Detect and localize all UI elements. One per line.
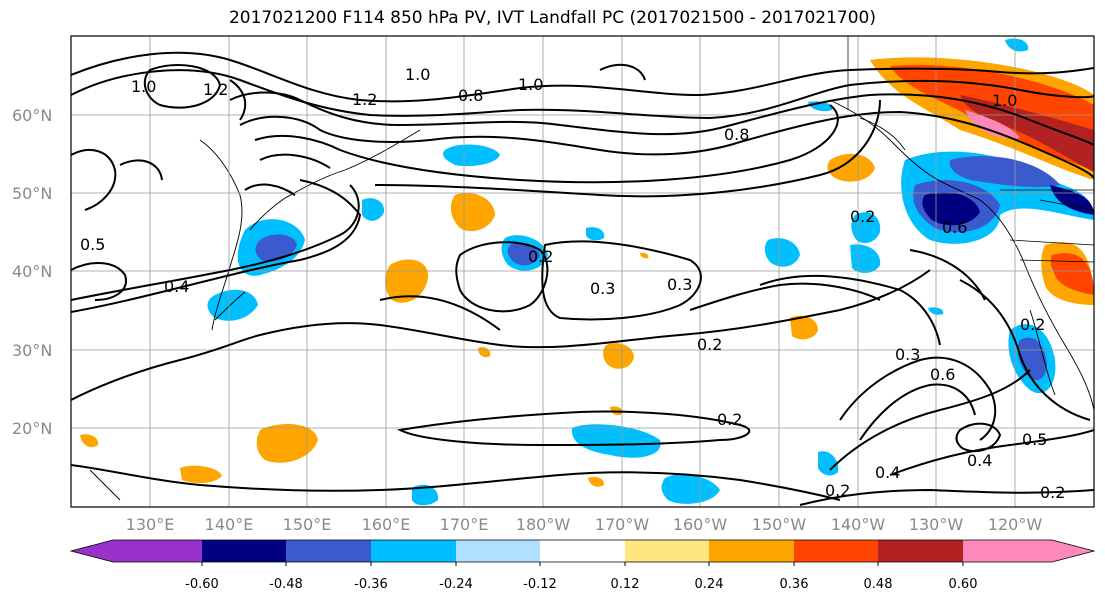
lon-label: 150°E <box>283 515 332 534</box>
borders <box>847 36 1094 263</box>
lon-label: 130°E <box>126 515 175 534</box>
contour-label: 0.2 <box>528 247 553 266</box>
colorbar-segment <box>202 540 286 562</box>
colorbar-outline <box>69 539 1096 563</box>
contour-label: 0.2 <box>697 335 722 354</box>
lat-label: 40°N <box>12 262 52 281</box>
contour-label: 0.2 <box>850 207 875 226</box>
colorbar <box>69 539 1096 566</box>
contour-label: 1.0 <box>992 91 1017 110</box>
contour-label: 0.3 <box>590 279 615 298</box>
chart-title: 2017021200 F114 850 hPa PV, IVT Landfall… <box>228 8 876 28</box>
lon-label: 170°W <box>595 515 650 534</box>
colorbar-segment <box>456 540 540 562</box>
lon-label: 130°W <box>909 515 964 534</box>
colorbar-tick-label: -0.24 <box>439 577 473 592</box>
ivt-contours <box>71 51 1094 506</box>
lon-label: 170°E <box>440 515 489 534</box>
contour-label: 0.2 <box>825 481 850 500</box>
colorbar-tick-label: 0.12 <box>611 577 640 592</box>
longitude-labels: 130°E 140°E 150°E 160°E 170°E 180°W 170°… <box>126 515 1043 534</box>
colorbar-segment <box>371 540 456 562</box>
colorbar-tick-label: 0.24 <box>695 577 724 592</box>
colorbar-segment <box>963 540 1094 562</box>
contour-label: 0.5 <box>80 235 105 254</box>
colorbar-segment <box>709 540 794 562</box>
contour-label: 1.2 <box>203 80 228 99</box>
contour-labels: 1.0 1.2 1.0 1.2 0.8 1.0 0.8 1.0 0.5 0.4 … <box>80 65 1065 502</box>
contour-label: 0.8 <box>458 86 483 105</box>
colorbar-segment <box>286 540 371 562</box>
lon-label: 180°W <box>516 515 571 534</box>
map-frame <box>70 35 1095 508</box>
colorbar-tick-label: 0.48 <box>864 577 893 592</box>
contour-label: 0.2 <box>1040 483 1065 502</box>
lon-label: 150°W <box>752 515 807 534</box>
lat-label: 60°N <box>12 106 52 125</box>
lat-label: 30°N <box>12 341 52 360</box>
colorbar-segment <box>71 540 202 562</box>
contour-label: 0.6 <box>930 365 955 384</box>
lon-label: 120°W <box>988 515 1043 534</box>
colorbar-tick-label: -0.12 <box>523 577 557 592</box>
coastlines <box>89 99 1094 501</box>
contour-label: 0.5 <box>1022 430 1047 449</box>
lon-label: 160°E <box>362 515 411 534</box>
colorbar-tick-label: -0.36 <box>354 577 388 592</box>
map-panel: 1.0 1.2 1.0 1.2 0.8 1.0 0.8 1.0 0.5 0.4 … <box>71 36 1094 507</box>
contour-label: 1.0 <box>518 75 543 94</box>
colorbar-tick-label: -0.60 <box>185 577 219 592</box>
contour-label: 0.2 <box>1020 315 1045 334</box>
colorbar-segment <box>794 540 878 562</box>
contour-label: 0.2 <box>717 410 742 429</box>
lat-label: 20°N <box>12 419 52 438</box>
contour-label: 0.4 <box>875 463 900 482</box>
contour-label: 0.3 <box>667 275 692 294</box>
colorbar-segment <box>878 540 963 562</box>
contour-label: 0.3 <box>895 345 920 364</box>
lon-label: 140°W <box>831 515 886 534</box>
lon-label: 160°W <box>673 515 728 534</box>
contour-label: 0.4 <box>164 277 189 296</box>
latitude-labels: 60°N 50°N 40°N 30°N 20°N <box>12 106 52 438</box>
contour-label: 0.4 <box>967 451 992 470</box>
contour-label: 0.6 <box>942 218 967 237</box>
lon-label: 140°E <box>205 515 254 534</box>
contour-label: 1.0 <box>131 77 156 96</box>
colorbar-tick-labels: -0.60 -0.48 -0.36 -0.24 -0.12 0.12 0.24 … <box>185 577 977 592</box>
contour-label: 1.0 <box>405 65 430 84</box>
lat-label: 50°N <box>12 184 52 203</box>
colorbar-tick-label: -0.48 <box>269 577 303 592</box>
colorbar-segment <box>540 540 625 562</box>
colorbar-tick-label: 0.60 <box>949 577 978 592</box>
contour-label: 0.8 <box>724 125 749 144</box>
colorbar-segment <box>625 540 709 562</box>
colorbar-tick-label: 0.36 <box>780 577 809 592</box>
contour-label: 1.2 <box>352 90 377 109</box>
